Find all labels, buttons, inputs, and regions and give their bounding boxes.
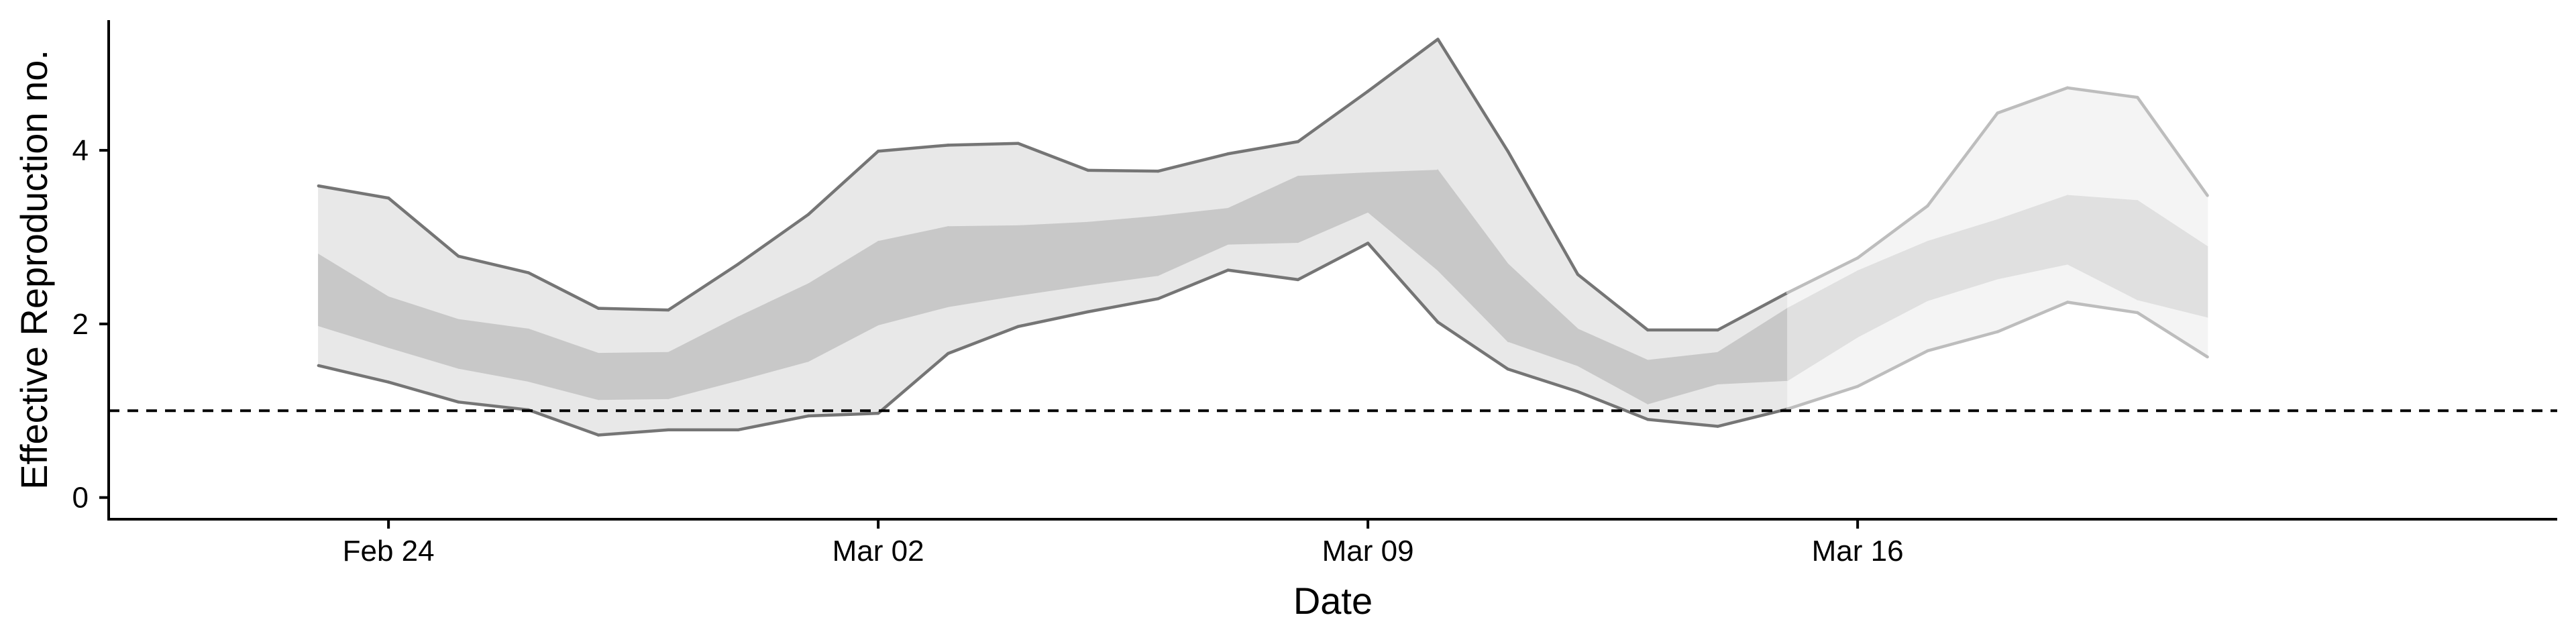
upper-bound-line-segment [1226, 140, 1300, 156]
y-tick-label: 4 [72, 134, 89, 167]
lower-bound-line-segment [1366, 241, 1440, 324]
lower-bound-line-segment [2136, 311, 2209, 359]
upper-bound-line-segment [1157, 152, 1230, 173]
upper-bound-line-segment [1576, 272, 1650, 332]
upper-bound-line-segment [947, 142, 1020, 147]
lower-bound-line-segment [1926, 330, 1999, 353]
upper-bound-line-segment [2065, 86, 2139, 99]
lower-bound-line-segment [1436, 321, 1509, 371]
upper-bound-line-segment [1856, 204, 1929, 260]
lower-bound-line-segment [386, 380, 460, 404]
upper-bound-line-segment [876, 144, 950, 153]
upper-bound-line-segment [1506, 150, 1580, 276]
upper-bound-line-segment [527, 271, 600, 310]
lower-bound-line-segment [1576, 390, 1650, 421]
inner-band-segment [598, 352, 669, 400]
lower-bound-line-segment [1226, 268, 1300, 282]
x-axis-ticks: Feb 24 Mar 02 Mar 09 Mar 16 [343, 519, 1904, 568]
upper-bound-line-segment [1926, 111, 1999, 208]
x-axis-title: Date [1293, 580, 1373, 622]
upper-bound-line-segment [317, 184, 390, 200]
y-axis-title: Effective Reproduction no. [13, 50, 55, 490]
y-tick-label: 2 [72, 308, 89, 341]
upper-bound-line-segment [2136, 95, 2209, 197]
lower-bound-line-segment [1716, 407, 1790, 428]
uncertainty-bands [318, 37, 2208, 436]
lower-bound-line-segment [806, 411, 880, 418]
upper-bound-line-segment [667, 262, 740, 312]
inner-band-segment [1017, 221, 1089, 297]
upper-bound-line-segment [1296, 89, 1370, 144]
upper-bound-line-segment [1716, 291, 1790, 332]
lower-bound-line-segment [2065, 301, 2139, 315]
lower-bound-line-segment [317, 364, 390, 384]
inner-band-segment [947, 225, 1019, 307]
upper-bound-line-segment [806, 150, 880, 217]
inner-band-segment [1087, 215, 1159, 286]
lower-bound-line-segment [947, 325, 1020, 356]
bound-lines [317, 38, 2209, 437]
lower-bound-line-segment [596, 428, 670, 437]
upper-bound-line-segment [737, 213, 810, 266]
lower-bound-line-segment [457, 400, 530, 412]
lower-bound-line-segment [1996, 301, 2070, 333]
x-tick-label: Feb 24 [343, 535, 435, 568]
x-tick-label: Mar 16 [1812, 535, 1904, 568]
lower-bound-line-segment [1296, 241, 1370, 282]
inner-band-segment [2137, 199, 2208, 318]
lower-bound-line-segment [1506, 367, 1580, 394]
upper-bound-line-segment [596, 307, 670, 312]
upper-bound-line-segment [386, 197, 460, 258]
x-tick-label: Mar 02 [833, 535, 924, 568]
upper-bound-line-segment [1016, 142, 1090, 172]
lower-bound-line-segment [1646, 417, 1719, 428]
upper-bound-line-segment [1366, 38, 1440, 93]
lower-bound-line-segment [1086, 297, 1160, 314]
upper-bound-line-segment [1436, 38, 1509, 153]
upper-bound-line-segment [1086, 168, 1160, 173]
lower-bound-line-segment [1157, 268, 1230, 301]
lower-bound-line-segment [1856, 349, 1929, 388]
y-axis-ticks: 0 2 4 [72, 134, 109, 515]
upper-bound-line-segment [1996, 86, 2070, 115]
x-tick-label: Mar 09 [1322, 535, 1414, 568]
lower-bound-line-segment [1016, 310, 1090, 329]
upper-bound-line-segment [1786, 256, 1860, 294]
upper-bound-line-segment [457, 254, 530, 274]
lower-bound-line-segment [1786, 384, 1860, 411]
lower-bound-line-segment [737, 414, 810, 431]
y-tick-label: 0 [72, 482, 89, 515]
lower-bound-line-segment [876, 352, 950, 415]
lower-bound-line-segment [527, 408, 600, 437]
